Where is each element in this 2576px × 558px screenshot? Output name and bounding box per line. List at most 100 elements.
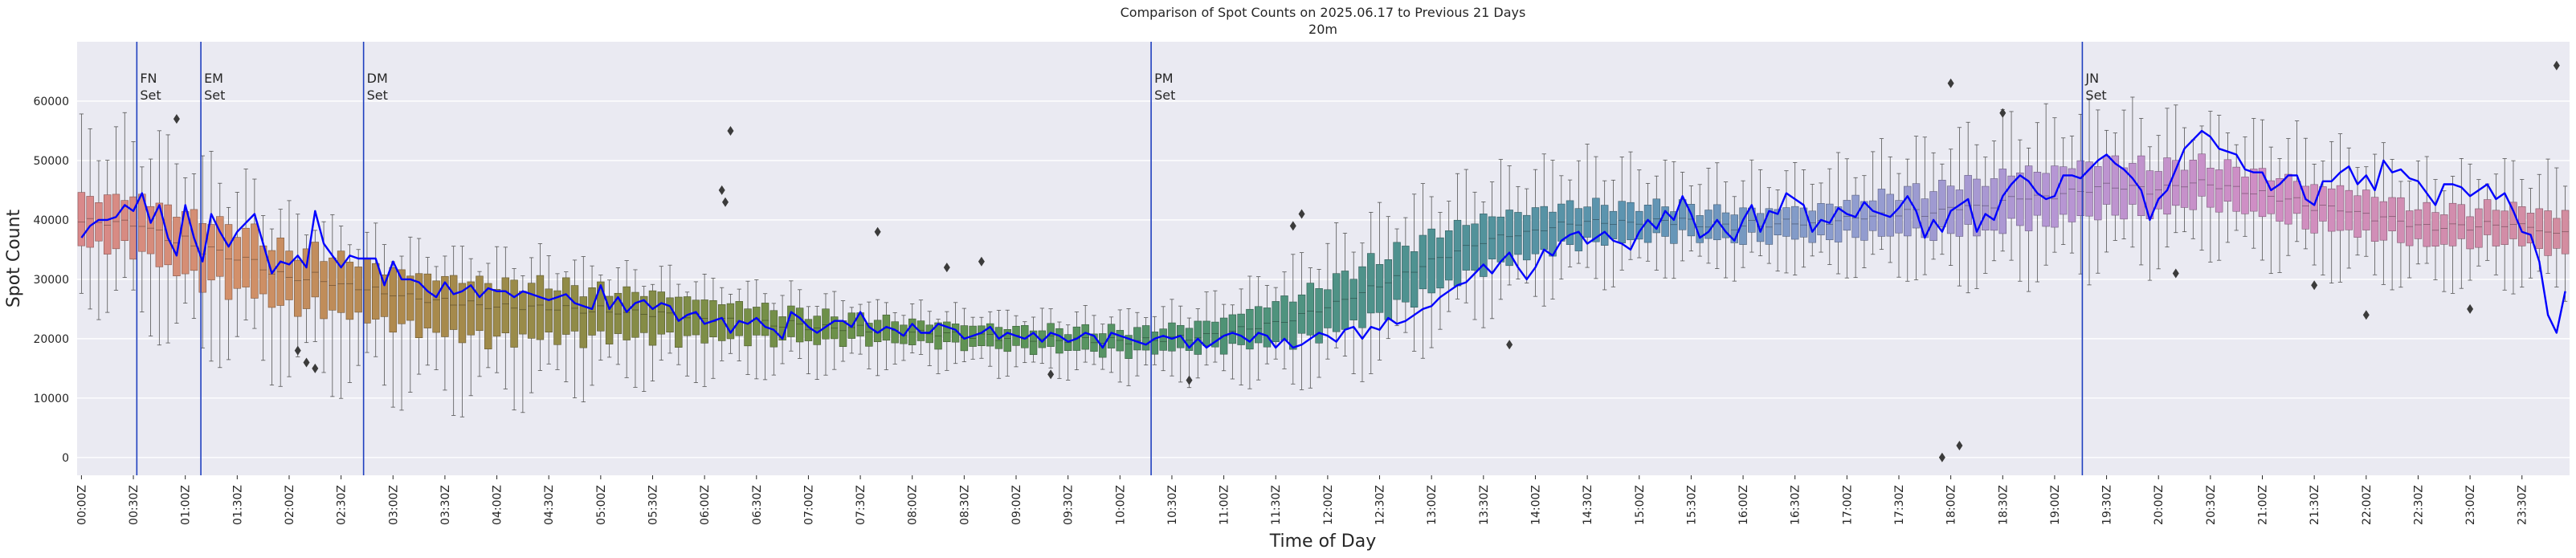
box-body — [2492, 210, 2500, 246]
box-150 — [1375, 202, 1384, 360]
box-body — [1505, 210, 1513, 267]
box-139 — [1280, 271, 1288, 369]
box-body — [1938, 180, 1946, 227]
x-tick-label: 08:00Z — [907, 485, 920, 525]
box-183 — [1661, 159, 1669, 279]
x-tick-label: 17:30Z — [1893, 485, 1906, 525]
x-tick-label: 03:30Z — [439, 485, 452, 525]
box-207 — [1868, 151, 1877, 255]
box-15 — [207, 150, 215, 362]
outlier-point — [294, 345, 301, 356]
box-body — [510, 279, 518, 348]
box-body — [1358, 266, 1366, 328]
box-body — [1592, 198, 1600, 242]
box-247 — [2215, 115, 2223, 261]
box-body — [1107, 324, 1116, 348]
box-body — [545, 288, 553, 333]
box-body — [2475, 208, 2483, 248]
y-axis-label: Spot Count — [4, 209, 24, 308]
box-body — [1480, 214, 1488, 277]
x-tick-label: 04:00Z — [492, 485, 504, 525]
box-25 — [294, 214, 302, 357]
box-257 — [2301, 137, 2310, 250]
box-body — [1375, 263, 1384, 313]
box-144 — [1324, 242, 1332, 360]
box-body — [2232, 166, 2240, 212]
box-119 — [1107, 316, 1116, 373]
box-141 — [1297, 252, 1306, 390]
box-body — [476, 275, 484, 332]
outlier-layer — [173, 60, 2560, 462]
box-29 — [329, 214, 337, 397]
box-27 — [311, 230, 320, 342]
x-tick-label: 07:00Z — [802, 485, 815, 525]
box-176 — [1600, 180, 1609, 291]
box-86 — [822, 293, 830, 376]
box-284 — [2535, 173, 2544, 272]
box-116 — [1081, 305, 1089, 363]
box-65 — [639, 286, 648, 392]
box-body — [216, 216, 224, 277]
box-body — [1982, 185, 1990, 230]
box-149 — [1367, 212, 1375, 374]
outlier-point — [2362, 310, 2370, 320]
box-117 — [1090, 315, 1098, 365]
box-19 — [242, 169, 250, 320]
outlier-point — [1289, 221, 1296, 231]
box-body — [683, 296, 692, 336]
box-body — [1774, 209, 1782, 236]
box-91 — [865, 301, 873, 369]
box-122 — [1133, 312, 1141, 377]
box-body — [1661, 206, 1669, 237]
set-label-line2: Set — [367, 88, 388, 103]
box-body — [1410, 251, 1419, 308]
x-tick-label: 11:00Z — [1219, 485, 1231, 525]
box-61 — [605, 279, 614, 358]
box-body — [345, 262, 354, 320]
box-44 — [458, 246, 467, 417]
box-262 — [2345, 147, 2353, 269]
box-body — [2223, 159, 2232, 202]
series-layer — [80, 129, 2566, 349]
box-body — [1332, 273, 1341, 332]
box-body — [311, 242, 320, 298]
box-195 — [1765, 187, 1774, 264]
box-163 — [1488, 181, 1496, 320]
box-92 — [873, 299, 882, 377]
x-tick-label: 17:00Z — [1841, 485, 1854, 525]
box-214 — [1929, 152, 1937, 260]
box-137 — [1263, 285, 1272, 365]
box-body — [744, 308, 752, 347]
box-277 — [2475, 179, 2483, 267]
box-body — [666, 297, 674, 333]
box-168 — [1531, 169, 1540, 297]
box-152 — [1393, 228, 1401, 327]
box-body — [519, 291, 527, 335]
box-body — [2405, 210, 2414, 246]
set-marker-lines: FN Set EM Set DM Set PM Set JN Set — [136, 42, 2107, 475]
box-body — [1635, 210, 1643, 240]
box-255 — [2284, 138, 2292, 256]
box-body — [700, 299, 708, 344]
box-body — [562, 277, 570, 335]
box-body — [1349, 279, 1357, 320]
box-body — [2448, 202, 2457, 246]
box-body — [709, 299, 717, 338]
box-body — [2526, 213, 2535, 244]
box-22 — [267, 228, 276, 386]
box-196 — [1774, 189, 1782, 272]
box-57 — [570, 259, 579, 398]
box-4 — [112, 126, 120, 291]
box-body — [1721, 212, 1730, 238]
box-body — [865, 323, 873, 347]
box-173 — [1574, 160, 1583, 264]
box-11 — [173, 163, 181, 324]
box-body — [692, 299, 700, 336]
box-body — [1263, 308, 1272, 348]
box-body — [155, 202, 164, 267]
box-body — [1790, 206, 1799, 240]
box-59 — [588, 265, 596, 386]
box-body — [2198, 153, 2206, 197]
box-75 — [726, 293, 735, 354]
box-3 — [103, 160, 112, 313]
